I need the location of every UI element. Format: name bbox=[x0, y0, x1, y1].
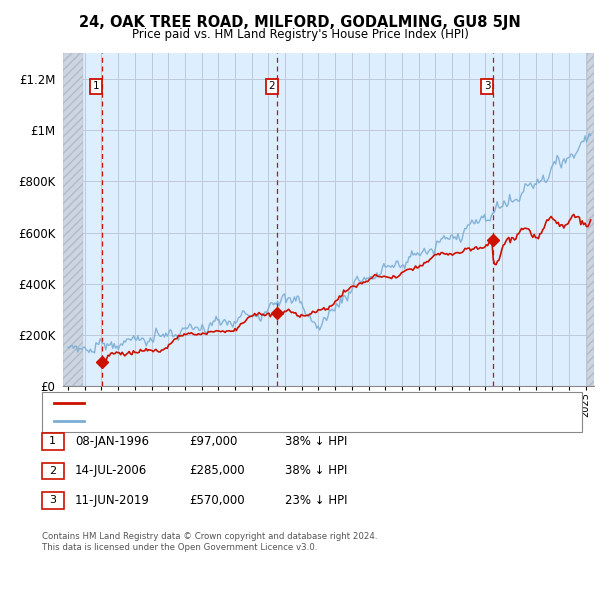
Text: Price paid vs. HM Land Registry's House Price Index (HPI): Price paid vs. HM Land Registry's House … bbox=[131, 28, 469, 41]
Text: £97,000: £97,000 bbox=[189, 435, 238, 448]
Text: 1: 1 bbox=[49, 437, 56, 446]
Text: £285,000: £285,000 bbox=[189, 464, 245, 477]
Text: 23% ↓ HPI: 23% ↓ HPI bbox=[285, 494, 347, 507]
Text: £570,000: £570,000 bbox=[189, 494, 245, 507]
Text: 38% ↓ HPI: 38% ↓ HPI bbox=[285, 435, 347, 448]
Text: 08-JAN-1996: 08-JAN-1996 bbox=[75, 435, 149, 448]
Text: 1: 1 bbox=[93, 81, 100, 91]
Text: 2: 2 bbox=[268, 81, 275, 91]
Bar bbox=[63, 53, 83, 386]
Text: 38% ↓ HPI: 38% ↓ HPI bbox=[285, 464, 347, 477]
Text: 3: 3 bbox=[49, 496, 56, 505]
Text: 24, OAK TREE ROAD, MILFORD, GODALMING, GU8 5JN: 24, OAK TREE ROAD, MILFORD, GODALMING, G… bbox=[79, 15, 521, 30]
Text: Contains HM Land Registry data © Crown copyright and database right 2024.
This d: Contains HM Land Registry data © Crown c… bbox=[42, 532, 377, 552]
Text: 14-JUL-2006: 14-JUL-2006 bbox=[75, 464, 147, 477]
Text: 3: 3 bbox=[484, 81, 490, 91]
Bar bbox=[587, 53, 594, 386]
Text: 2: 2 bbox=[49, 466, 56, 476]
Text: HPI: Average price, detached house, Waverley: HPI: Average price, detached house, Wave… bbox=[87, 415, 318, 425]
Text: 11-JUN-2019: 11-JUN-2019 bbox=[75, 494, 150, 507]
Text: 24, OAK TREE ROAD, MILFORD, GODALMING, GU8 5JN (detached house): 24, OAK TREE ROAD, MILFORD, GODALMING, G… bbox=[87, 398, 446, 408]
